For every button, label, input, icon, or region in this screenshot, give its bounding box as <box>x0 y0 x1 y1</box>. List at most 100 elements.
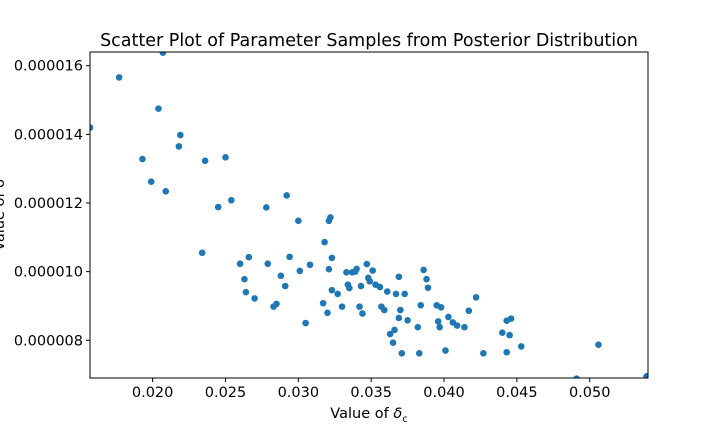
data-point <box>366 277 374 285</box>
data-point <box>90 124 94 131</box>
y-tick-label: 0.000012 <box>14 196 83 212</box>
data-point <box>353 265 360 273</box>
data-point <box>302 319 309 327</box>
y-axis-label: Value of δ <box>0 179 8 251</box>
y-tick-label: 0.000010 <box>14 265 83 281</box>
data-point <box>251 295 258 302</box>
data-point <box>376 283 384 291</box>
data-point <box>643 372 648 378</box>
x-tick-label: 0.040 <box>423 385 465 401</box>
y-tick-label: 0.000014 <box>14 127 83 143</box>
data-point <box>391 326 398 334</box>
data-point <box>357 282 365 290</box>
data-point <box>328 286 336 294</box>
data-point <box>334 290 341 298</box>
data-point <box>503 348 510 356</box>
data-point <box>328 254 336 262</box>
data-point <box>147 178 155 186</box>
data-point <box>417 301 425 309</box>
data-point <box>159 52 167 56</box>
data-point <box>381 306 388 314</box>
x-tick-label: 0.030 <box>278 385 320 401</box>
data-point <box>277 272 285 280</box>
data-point <box>465 307 473 315</box>
data-point <box>415 349 423 357</box>
data-point <box>397 306 404 314</box>
data-point <box>338 303 346 310</box>
x-tick-label: 0.045 <box>496 385 538 401</box>
data-point <box>356 303 363 310</box>
data-points <box>90 52 648 378</box>
data-point <box>359 310 366 317</box>
data-point <box>442 347 449 354</box>
data-point <box>401 290 408 298</box>
data-point <box>392 290 400 298</box>
y-tick-label: 0.000008 <box>14 333 83 349</box>
data-point <box>499 329 506 337</box>
data-point <box>242 288 250 296</box>
data-point <box>295 217 302 225</box>
data-point <box>177 131 184 139</box>
x-axis-label: Value of δc <box>330 406 407 425</box>
data-point <box>424 284 432 292</box>
data-point <box>395 314 403 322</box>
data-point <box>506 331 513 339</box>
data-point <box>507 315 515 322</box>
data-point <box>198 249 206 257</box>
data-point <box>404 317 411 324</box>
data-point <box>214 203 222 211</box>
data-point <box>369 267 376 274</box>
data-point <box>245 253 253 261</box>
chart-title: Scatter Plot of Parameter Samples from P… <box>100 31 638 51</box>
data-point <box>398 349 406 357</box>
data-point <box>423 275 430 283</box>
y-axis-ticks: 0.000008 0.000010 0.000012 0.000014 0.000016 <box>14 59 90 349</box>
x-tick-label: 0.050 <box>569 385 611 401</box>
data-point <box>595 341 602 349</box>
x-tick-label: 0.035 <box>350 385 392 401</box>
data-point <box>321 238 328 246</box>
data-point <box>363 260 371 268</box>
y-tick-label: 0.000016 <box>14 59 83 75</box>
data-point <box>436 323 443 331</box>
data-point <box>306 261 314 269</box>
data-point <box>343 269 350 276</box>
data-point <box>296 267 304 275</box>
data-point <box>262 204 270 211</box>
data-point <box>236 260 244 268</box>
data-point <box>437 304 445 311</box>
data-point <box>273 300 280 308</box>
data-point <box>395 273 403 281</box>
x-axis-ticks: 0.020 0.025 0.030 0.035 0.040 0.045 0.050 <box>132 378 611 401</box>
data-point <box>461 323 468 331</box>
data-point <box>228 196 235 204</box>
data-point <box>139 155 146 163</box>
data-point <box>155 105 162 112</box>
data-point <box>434 318 442 325</box>
data-point <box>420 266 427 274</box>
x-tick-label: 0.025 <box>205 385 247 401</box>
data-point <box>414 323 422 331</box>
data-point <box>286 253 293 261</box>
data-point <box>319 299 327 307</box>
data-point <box>201 157 209 165</box>
data-point <box>480 349 487 357</box>
data-point <box>325 265 333 273</box>
data-point <box>325 217 333 225</box>
data-point <box>573 375 580 378</box>
data-point <box>346 284 353 292</box>
data-point <box>281 282 289 290</box>
data-point <box>472 294 480 301</box>
data-point <box>517 343 525 350</box>
data-point <box>383 288 391 295</box>
data-point <box>175 143 183 150</box>
data-point <box>386 330 394 338</box>
data-point <box>453 322 461 329</box>
plot-frame <box>89 51 649 379</box>
data-point <box>445 313 452 321</box>
data-point <box>162 188 170 195</box>
data-point <box>324 309 331 317</box>
data-point <box>222 154 229 161</box>
data-point <box>264 260 272 268</box>
